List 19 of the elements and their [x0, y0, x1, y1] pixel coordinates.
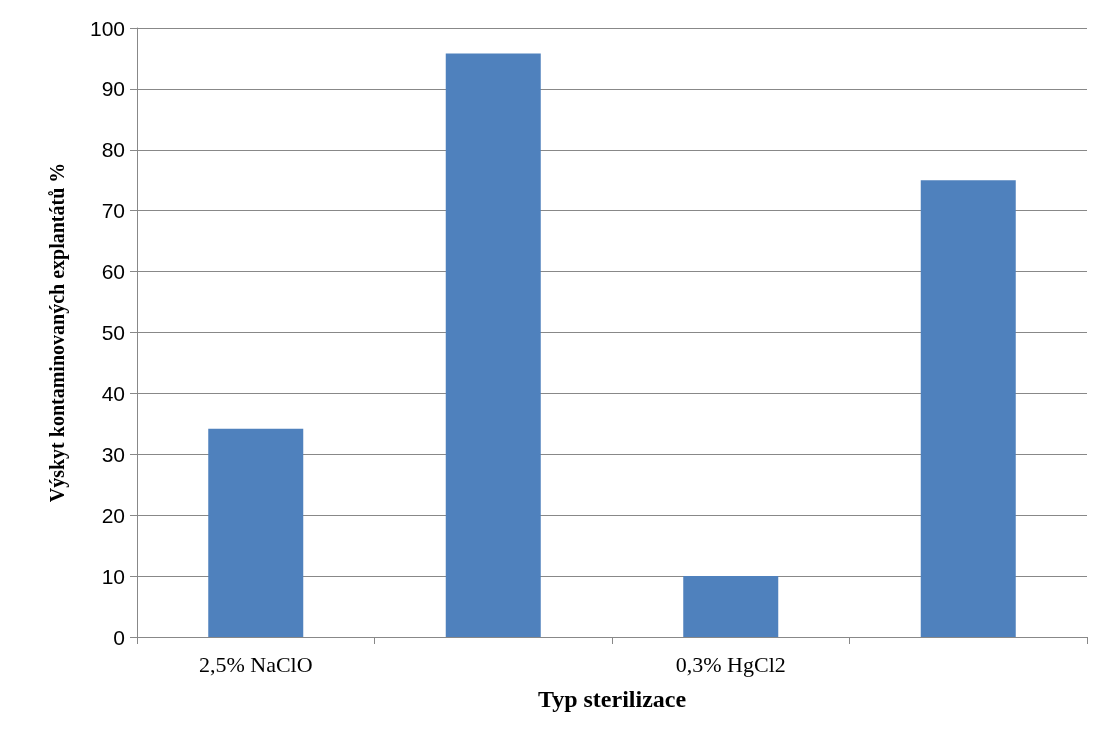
y-tick-label: 70	[101, 199, 125, 223]
y-tick-label: 0	[113, 625, 125, 649]
y-tick-label: 10	[101, 564, 125, 588]
bar	[208, 428, 304, 637]
y-tick-label: 20	[101, 503, 125, 527]
x-tick-label: 2,5% NaClO	[198, 651, 313, 677]
y-tick-label: 30	[101, 442, 125, 466]
bar	[920, 180, 1016, 637]
y-tick-label: 80	[101, 138, 125, 162]
y-tick-label: 50	[101, 321, 125, 344]
y-tick-label: 60	[101, 260, 125, 284]
y-axis-title: Výskyt kontaminovaných explantátů %	[46, 162, 69, 503]
bar	[445, 53, 541, 637]
x-tick-label: 0,3% HgCl2	[675, 651, 786, 677]
y-tick-label: 90	[101, 77, 125, 101]
y-tick-label: 40	[101, 381, 125, 405]
y-tick-label: 100	[89, 16, 125, 40]
bar	[683, 576, 779, 637]
x-axis-title: Typ sterilizace	[537, 686, 687, 712]
